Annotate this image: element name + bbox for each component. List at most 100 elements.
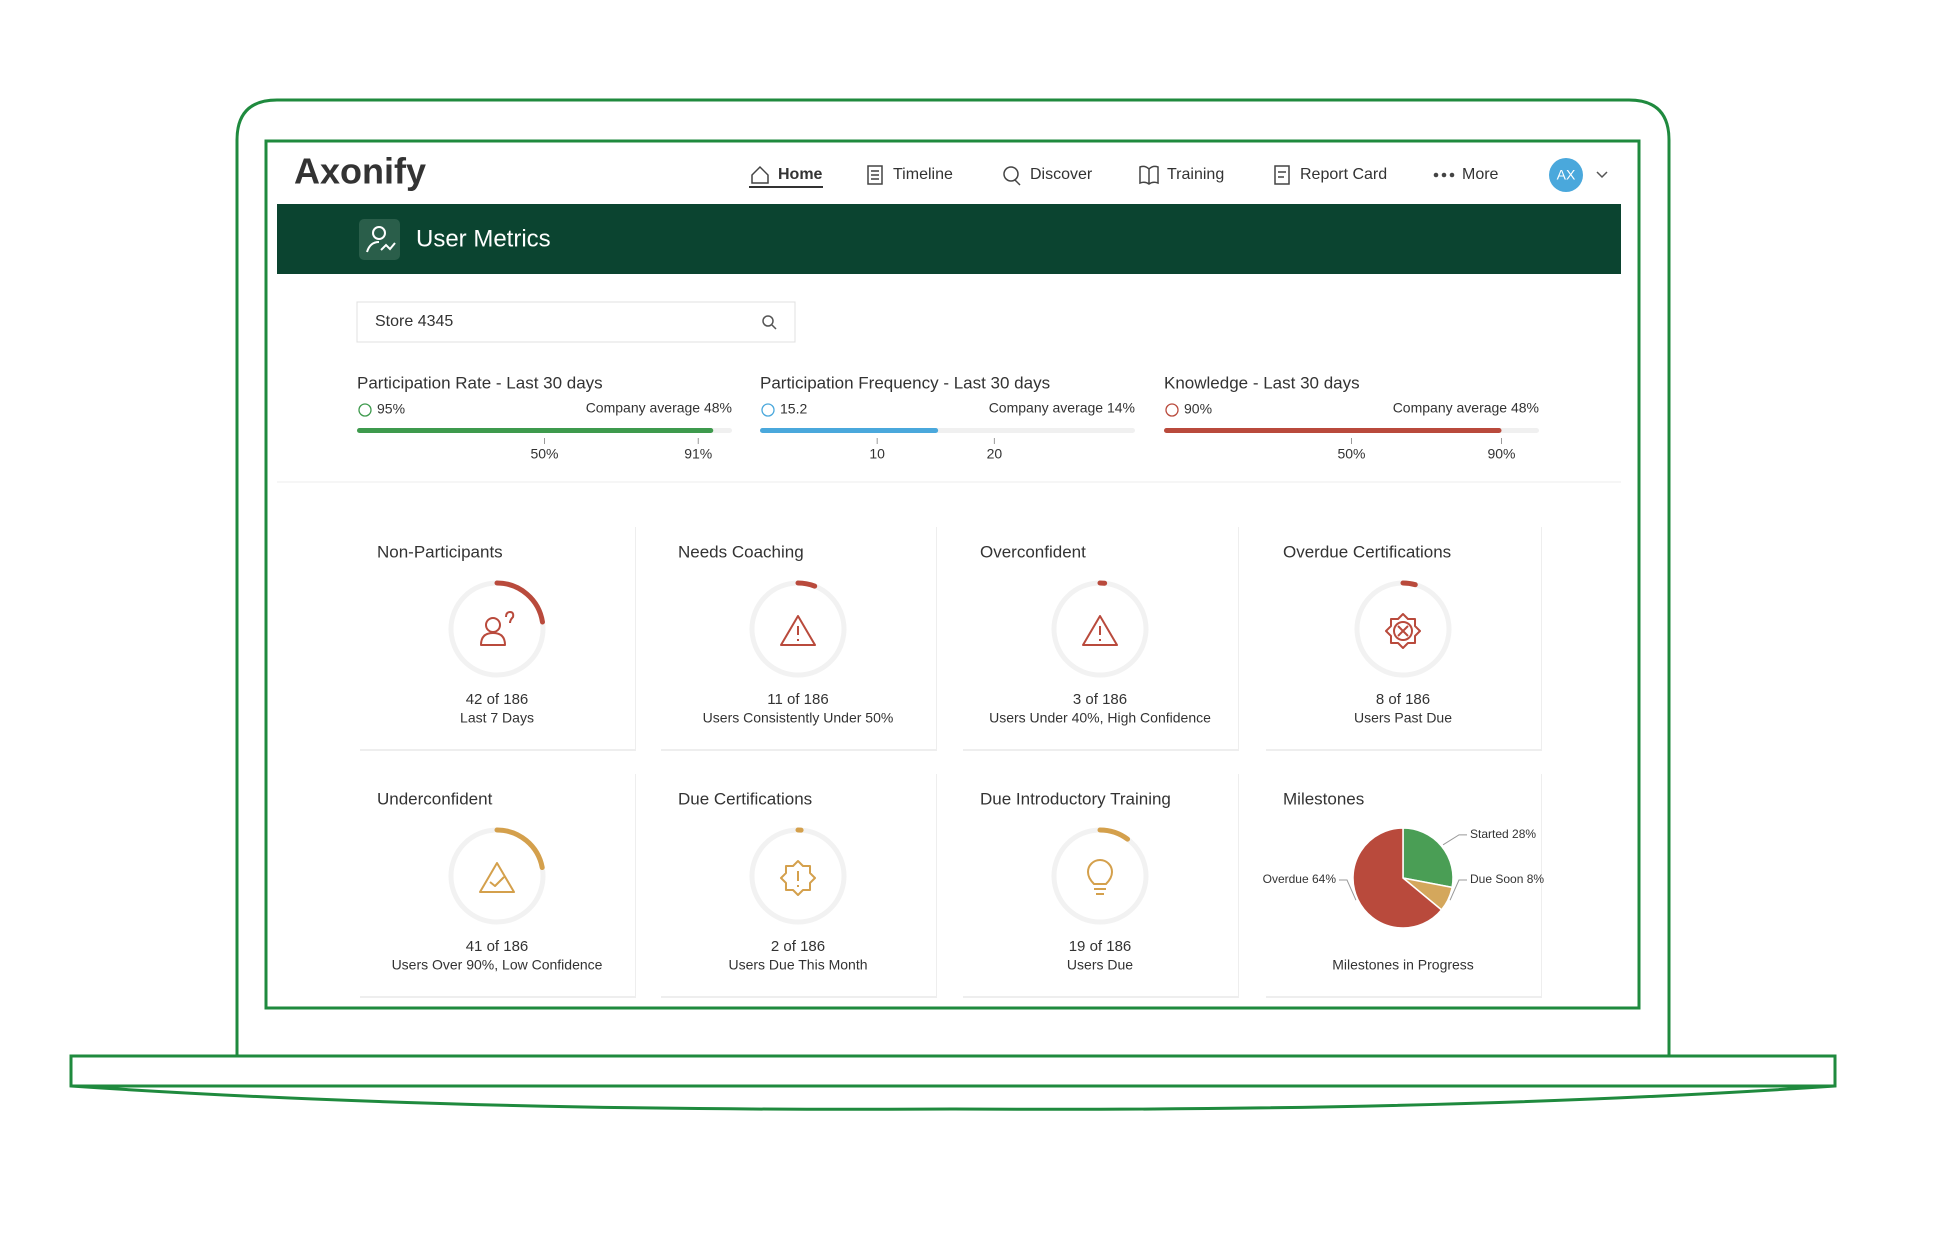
metric-bar (760, 428, 939, 433)
card-subtitle: Milestones in Progress (1332, 957, 1474, 973)
avatar-initials[interactable]: AX (1557, 167, 1576, 183)
header-icon (372, 226, 386, 240)
card-count: 3 of 186 (1073, 691, 1127, 708)
pie-label: Overdue 64% (1263, 872, 1337, 886)
card[interactable] (660, 772, 936, 996)
search-input[interactable]: Store 4345 (375, 313, 453, 330)
card[interactable] (962, 525, 1238, 749)
card-title[interactable]: Due Certifications (678, 789, 812, 808)
card-subtitle: Users Consistently Under 50% (703, 710, 894, 726)
nav-icon[interactable] (1003, 166, 1019, 182)
card-count: 8 of 186 (1376, 691, 1430, 708)
pie-leader (1442, 834, 1467, 846)
card-count: 42 of 186 (466, 691, 529, 708)
nav-icon[interactable] (1441, 172, 1447, 178)
metric-title: Knowledge - Last 30 days (1164, 373, 1360, 392)
card-icon (780, 860, 816, 896)
gauge-arc (494, 580, 545, 625)
metric-title: Participation Frequency - Last 30 days (760, 373, 1050, 392)
metric-title: Participation Rate - Last 30 days (357, 373, 603, 392)
metric-average: Company average 48% (1393, 400, 1539, 416)
card-subtitle: Users Over 90%, Low Confidence (392, 957, 603, 973)
gauge-arc (795, 580, 818, 589)
card-title[interactable]: Needs Coaching (678, 542, 804, 561)
card-title[interactable]: Due Introductory Training (980, 789, 1171, 808)
card-title[interactable]: Overconfident (980, 542, 1086, 561)
metric-value: 90% (1184, 401, 1212, 417)
nav-item[interactable]: Timeline (893, 166, 953, 183)
gauge-arc (1097, 827, 1131, 842)
metric-status-icon (1165, 403, 1179, 417)
nav-icon[interactable] (1014, 179, 1021, 186)
nav-item[interactable]: Training (1167, 166, 1224, 183)
card[interactable] (1265, 525, 1541, 749)
card-subtitle: Last 7 Days (460, 710, 534, 726)
card-icon (1082, 615, 1118, 646)
search-icon[interactable] (762, 315, 774, 327)
card-count: 19 of 186 (1069, 938, 1132, 955)
nav-item[interactable]: Report Card (1300, 166, 1387, 183)
nav-item[interactable]: More (1462, 166, 1499, 183)
nav-icon[interactable] (1433, 172, 1439, 178)
metric-value: 95% (377, 401, 405, 417)
avatar-chevron[interactable] (1596, 171, 1608, 179)
nav-icon[interactable] (1274, 165, 1290, 185)
card-title[interactable]: Overdue Certifications (1283, 542, 1451, 561)
pie-label: Due Soon 8% (1470, 872, 1544, 886)
nav-icon[interactable] (751, 165, 769, 184)
metric-tick-label: 50% (1337, 446, 1365, 462)
pie-leader (1449, 879, 1467, 901)
card-subtitle: Users Due This Month (728, 957, 867, 973)
card-icon (505, 611, 515, 624)
card-icon (1385, 613, 1421, 649)
nav-icon[interactable] (1449, 172, 1455, 178)
metric-tick-label: 50% (530, 446, 558, 462)
nav-item[interactable]: Discover (1030, 166, 1093, 183)
card[interactable] (660, 525, 936, 749)
pie-slice (1402, 827, 1454, 889)
logo[interactable]: Axonify (294, 151, 426, 192)
metric-status-icon (761, 403, 775, 417)
search-box[interactable] (356, 301, 796, 343)
card-subtitle: Users Past Due (1354, 710, 1452, 726)
card-title[interactable]: Milestones (1283, 789, 1364, 808)
card-title[interactable]: Non-Participants (377, 542, 503, 561)
card-count: 41 of 186 (466, 938, 529, 955)
metric-value: 15.2 (780, 401, 807, 417)
header-banner (277, 204, 1621, 274)
metric-average: Company average 14% (989, 400, 1135, 416)
metric-bar (357, 428, 714, 433)
search-icon[interactable] (771, 324, 777, 330)
card-icon (1087, 859, 1113, 895)
card-subtitle: Users Due (1067, 957, 1133, 973)
pie-label: Started 28% (1470, 827, 1536, 841)
header-icon (366, 241, 396, 253)
pie-slice (1352, 827, 1443, 929)
metric-tick-label: 10 (869, 446, 885, 462)
gauge-arc (494, 827, 545, 871)
card-icon (1393, 621, 1413, 641)
card-title[interactable]: Underconfident (377, 789, 493, 808)
card-icon (480, 632, 506, 646)
nav-icon[interactable] (1139, 165, 1159, 185)
pie-leader (1339, 879, 1357, 901)
page-title: User Metrics (416, 225, 551, 252)
avatar[interactable] (1549, 158, 1583, 192)
laptop-lid (235, 98, 1671, 1056)
card-subtitle: Users Under 40%, High Confidence (989, 710, 1211, 726)
metric-bar (1164, 428, 1502, 433)
card-icon (479, 862, 515, 893)
card-count: 2 of 186 (771, 938, 825, 955)
gauge-arc (1400, 580, 1418, 588)
card-count: 11 of 186 (767, 691, 828, 708)
metric-tick-label: 20 (987, 446, 1003, 462)
nav-icon[interactable] (867, 165, 883, 185)
metric-status-icon (358, 403, 372, 417)
metric-average: Company average 48% (586, 400, 732, 416)
nav-item[interactable]: Home (778, 166, 823, 183)
card-icon (780, 615, 816, 646)
laptop-base (69, 1054, 1837, 1111)
card[interactable] (359, 525, 635, 749)
metric-tick-label: 90% (1487, 446, 1515, 462)
